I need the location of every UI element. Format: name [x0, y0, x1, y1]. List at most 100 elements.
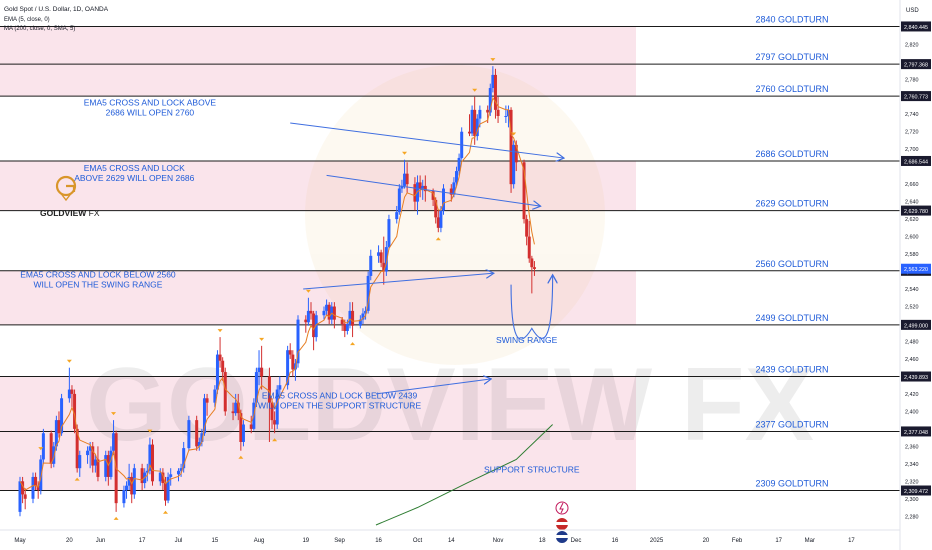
bullish-candle [400, 185, 404, 189]
bearish-candle [75, 428, 79, 469]
annotation-text: EMA5 CROSS AND LOCK BELOW 2560 WILL OPEN … [20, 270, 176, 290]
annotation-line: WILL OPEN THE SWING RANGE [33, 280, 162, 290]
ma-legend[interactable]: MA (200, close, 0, SMA, 5) [4, 26, 75, 32]
annotation-arrow [290, 122, 563, 158]
time-tick-label: Jun [96, 538, 106, 544]
price-tick-label: 2,740 [905, 112, 919, 118]
bearish-candle [21, 481, 25, 495]
price-tick-label: 2,620 [905, 217, 919, 223]
bearish-candle [34, 476, 38, 486]
level-price-tag-text: 2,797.368 [904, 63, 928, 69]
goldturn-level-label: 2760 GOLDTURN [755, 84, 828, 94]
markers-layer [38, 58, 517, 520]
bearish-candle [91, 446, 95, 466]
bearish-candle [223, 372, 227, 412]
bullish-candle [488, 88, 492, 113]
bullish-candle [234, 402, 238, 414]
bearish-candle [70, 389, 74, 394]
signal-marker-down [259, 337, 265, 341]
lightning-icon[interactable] [555, 501, 569, 515]
bullish-candle [470, 109, 474, 134]
bullish-candle [202, 398, 206, 434]
bearish-candle [309, 310, 313, 314]
bearish-candle [161, 472, 165, 484]
annotation-text: SUPPORT STRUCTURE [484, 465, 580, 475]
time-tick-label: 14 [448, 538, 455, 544]
bearish-candle [73, 393, 77, 429]
time-tick-label: 2025 [650, 538, 664, 544]
annotation-line: ABOVE 2629 WILL OPEN 2686 [74, 173, 194, 183]
sma200-line [375, 424, 553, 526]
ema-legend[interactable]: EMA (5, close, 0) [4, 17, 50, 23]
level-price-tag [901, 21, 931, 32]
bullish-candle [125, 485, 129, 491]
bearish-candle [486, 109, 490, 113]
logo-brand: GOLDVIEW FX [40, 208, 100, 218]
ema-layer [19, 96, 535, 491]
zones-layer [0, 26, 636, 491]
signal-marker-down [472, 88, 478, 92]
bearish-candle [423, 185, 427, 192]
bullish-candle [257, 367, 261, 373]
bearish-candle [288, 350, 292, 355]
annotation-line: EMA5 CROSS AND LOCK [84, 163, 185, 173]
bullish-candle [457, 157, 461, 172]
time-tick-label: 16 [612, 538, 619, 544]
signal-marker-up [74, 477, 80, 481]
bearish-candle [514, 144, 518, 163]
bullish-candle [112, 433, 116, 451]
goldview-logo: GOLDVIEW FX [40, 175, 100, 218]
current-price-tag [901, 263, 931, 274]
signal-marker-down [111, 412, 117, 416]
bullish-candle [369, 255, 373, 276]
bullish-candle [275, 389, 279, 425]
bullish-candle [52, 446, 56, 464]
goldturn-level-label: 2439 GOLDTURN [755, 365, 828, 375]
goldturn-level-label: 2560 GOLDTURN [755, 259, 828, 269]
bullish-candle [197, 441, 201, 447]
level-price-tag-text: 2,686.544 [904, 159, 928, 165]
price-tick-label: 2,640 [905, 200, 919, 206]
level-price-tag-text: 2,499.000 [904, 323, 928, 329]
bullish-candle [314, 315, 318, 338]
bullish-candle [109, 450, 113, 477]
bullish-candle [325, 304, 329, 311]
bearish-candle [522, 162, 526, 220]
bullish-candle [475, 118, 479, 137]
time-tick-label: 17 [848, 538, 855, 544]
bullish-candle [366, 275, 370, 311]
bullish-candle [454, 171, 458, 183]
signal-marker-up [350, 342, 356, 346]
signal-marker-up [162, 510, 168, 514]
bearish-candle [49, 433, 53, 464]
bullish-candle [395, 212, 399, 220]
bullish-candle [241, 424, 245, 442]
bullish-candle [348, 310, 352, 324]
bearish-candle [205, 398, 209, 403]
time-tick-label: Mar [805, 538, 815, 544]
bullish-candle [361, 313, 365, 320]
time-tick-label: Oct [413, 538, 423, 544]
bearish-candle [130, 476, 134, 495]
goldturn-level-label: 2840 GOLDTURN [755, 14, 828, 24]
bullish-candle [296, 319, 300, 364]
annotation-arrow [375, 379, 490, 395]
level-price-tag-text: 2,760.773 [904, 95, 928, 101]
time-tick-label: 18 [539, 538, 546, 544]
price-tags-layer: 2,840.445 2,797.368 2,760.773 2,686.544 2,62… [901, 21, 931, 496]
bullish-candle [86, 450, 90, 456]
level-price-tag-text: 2,840.445 [904, 25, 928, 31]
time-axis[interactable]: May 20 Jun 17 Jul 15 Aug 19 Sep 16 Oct 14 Nov 18 Dec 16… [0, 529, 900, 544]
annotation-text: EMA5 CROSS AND LOCK BELOW 2439 WILL OPEN … [258, 390, 421, 410]
bearish-candle [273, 420, 277, 425]
bearish-candle [270, 402, 274, 421]
bullish-candle [478, 109, 482, 119]
bullish-candle [491, 74, 495, 89]
price-tick-label: 2,340 [905, 462, 919, 468]
bearish-candle [140, 468, 144, 484]
price-tick-label: 2,320 [905, 479, 919, 485]
bearish-candle [351, 310, 355, 326]
bullish-candle [148, 444, 152, 471]
price-tick-label: 2,420 [905, 392, 919, 398]
